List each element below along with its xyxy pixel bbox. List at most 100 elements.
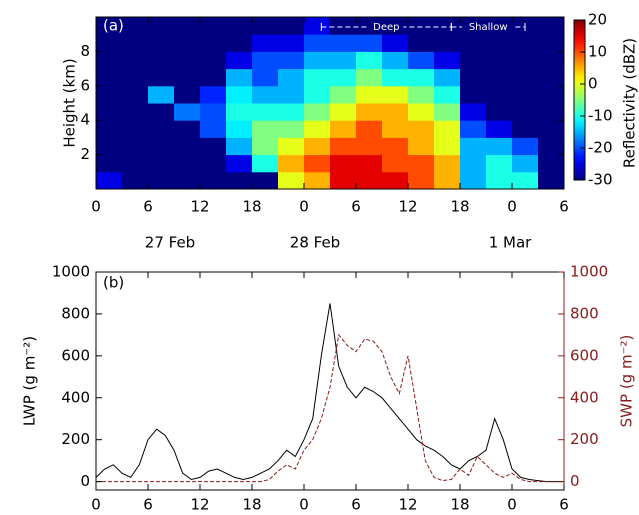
heatmap-cell [122, 68, 149, 87]
annotation-gap [369, 22, 404, 32]
heatmap-cell [408, 154, 435, 173]
heatmap-cell [122, 51, 149, 70]
heatmap-cell [382, 154, 409, 173]
heatmap-cell [434, 34, 461, 52]
heatmap-cell [512, 120, 539, 138]
heatmap-cell [538, 103, 565, 121]
heatmap-cell [486, 171, 513, 190]
heatmap-cell [200, 103, 227, 121]
heatmap-cell [252, 68, 279, 87]
date-label: 1 Mar [489, 234, 532, 252]
heatmap-cell [174, 51, 201, 70]
heatmap-cell [278, 154, 305, 173]
heatmap-cell [512, 85, 539, 104]
heatmap-cell [538, 85, 565, 104]
heatmap-cell [434, 154, 461, 173]
heatmap-cell [226, 103, 253, 121]
x-tick-label: 12 [190, 496, 209, 514]
heatmap-cell [382, 171, 409, 190]
heatmap-cell [434, 137, 461, 156]
heatmap-cell [460, 68, 487, 87]
heatmap-cell [304, 154, 331, 173]
heatmap-cell [174, 103, 201, 121]
heatmap-cell [512, 137, 539, 156]
heatmap-cell [408, 34, 435, 52]
colorbar-tick-label: 0 [588, 75, 598, 93]
heatmap-cell [330, 103, 357, 121]
heatmap-cell [252, 103, 279, 121]
heatmap-cell [486, 85, 513, 104]
heatmap-cell [278, 120, 305, 138]
heatmap-cell [356, 103, 383, 121]
heatmap-cell [304, 85, 331, 104]
heatmap-cell [512, 51, 539, 70]
heatmap-cell [408, 171, 435, 190]
heatmap-cell [356, 120, 383, 138]
heatmap-cell [486, 137, 513, 156]
heatmap-cell [538, 120, 565, 138]
heatmap-cell [304, 137, 331, 156]
heatmap-cell [252, 154, 279, 173]
colorbar-label: Reflectivity (dBZ) [621, 38, 639, 168]
heatmap-cell [356, 85, 383, 104]
heatmap-cell [148, 17, 175, 35]
x-tick-label: 18 [242, 496, 261, 514]
heatmap-cell [408, 68, 435, 87]
heatmap-cell [122, 154, 149, 173]
date-label: 28 Feb [290, 234, 340, 252]
heatmap-cell [460, 51, 487, 70]
heatmap-cell [330, 34, 357, 52]
heatmap-cell [356, 51, 383, 70]
heatmap-cell [434, 120, 461, 138]
heatmap-cell [330, 51, 357, 70]
heatmap-cell [382, 120, 409, 138]
heatmap-cell [486, 120, 513, 138]
heatmap-cell [278, 103, 305, 121]
heatmap-cell [330, 137, 357, 156]
heatmap-cell [278, 34, 305, 52]
heatmap-cell [96, 68, 123, 87]
y-tick-label: 6 [80, 76, 90, 94]
heatmap-cell [226, 17, 253, 35]
heatmap-cell [174, 171, 201, 190]
x-tick-label: 12 [398, 496, 417, 514]
x-tick-label: 6 [351, 198, 361, 216]
heatmap-cell [382, 137, 409, 156]
heatmap-cell [486, 103, 513, 121]
heatmap-cell [278, 68, 305, 87]
heatmap-cell [434, 85, 461, 104]
heatmap-cell [148, 85, 175, 104]
heatmap-cell [200, 120, 227, 138]
heatmap-cell [330, 68, 357, 87]
heatmap-cell [252, 171, 279, 190]
heatmap-cell [538, 68, 565, 87]
heatmap-cell [200, 171, 227, 190]
heatmap-cell [330, 154, 357, 173]
y-axis-label: Height (km) [61, 58, 79, 147]
heatmap-cell [200, 68, 227, 87]
heatmap-cell [330, 171, 357, 190]
heatmap-cell [330, 17, 357, 35]
y-tick-label: 400 [61, 388, 90, 406]
heatmap-cell [512, 68, 539, 87]
heatmap-cell [252, 51, 279, 70]
heatmap-cell [278, 137, 305, 156]
heatmap-cell [304, 34, 331, 52]
x-tick-label: 18 [450, 198, 469, 216]
x-tick-label: 12 [398, 198, 417, 216]
heatmap-cell [486, 51, 513, 70]
colorbar-tick-label: 20 [588, 11, 607, 29]
heatmap-cell [512, 171, 539, 190]
heatmap-cell [148, 103, 175, 121]
y2-axis-label: SWP (g m⁻²) [618, 335, 636, 428]
heatmap-cell [148, 137, 175, 156]
heatmap-cell [356, 34, 383, 52]
annotation: Deep [373, 22, 399, 33]
y-tick-label: 0 [80, 472, 90, 490]
heatmap-cell [486, 68, 513, 87]
heatmap-cell [304, 51, 331, 70]
heatmap-cell [122, 103, 149, 121]
x-tick-label: 0 [299, 496, 309, 514]
heatmap-cell [356, 137, 383, 156]
